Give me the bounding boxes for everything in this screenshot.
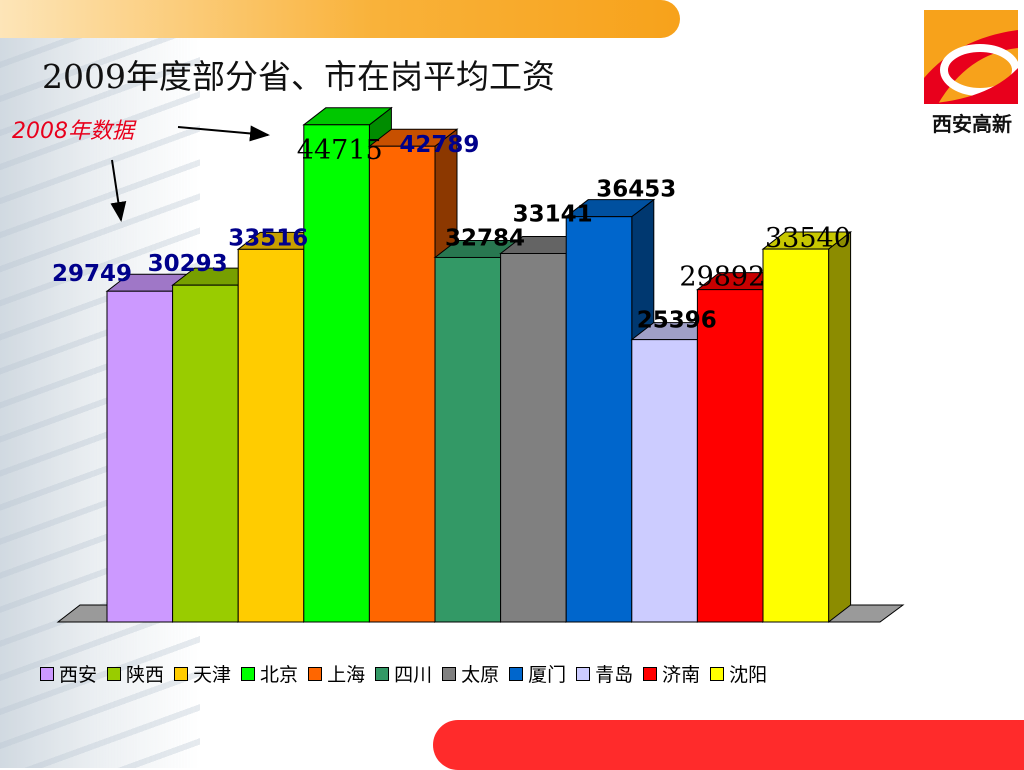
legend-label: 上海 xyxy=(327,664,366,686)
legend-label: 陕西 xyxy=(126,664,165,686)
legend-item-上海: 上海 xyxy=(308,660,365,687)
top-decor-band xyxy=(0,0,680,38)
bar-front xyxy=(762,248,830,623)
legend-swatch xyxy=(576,666,591,681)
legend-label: 厦门 xyxy=(528,664,567,686)
legend-label: 济南 xyxy=(662,664,701,686)
legend-item-厦门: 厦门 xyxy=(509,660,566,687)
bar-front xyxy=(696,289,764,623)
data-label-青岛: 25396 xyxy=(637,308,717,334)
legend-item-济南: 济南 xyxy=(643,660,700,687)
legend-item-沈阳: 沈阳 xyxy=(710,660,767,687)
legend-label: 青岛 xyxy=(595,664,634,686)
bar-front xyxy=(172,284,239,623)
legend-swatch xyxy=(710,666,725,681)
data-label-厦门: 36453 xyxy=(596,177,676,203)
legend-label: 西安 xyxy=(59,664,98,686)
legend-item-北京: 北京 xyxy=(241,660,298,687)
data-label-太原: 33141 xyxy=(513,201,593,227)
data-label-沈阳: 33540 xyxy=(765,223,851,254)
data-label-上海: 42789 xyxy=(399,132,479,158)
legend-swatch xyxy=(509,666,524,681)
legend-swatch xyxy=(107,666,122,681)
legend-swatch xyxy=(174,666,189,681)
legend-item-天津: 天津 xyxy=(174,660,231,687)
legend-label: 天津 xyxy=(193,664,232,686)
note-2008-data: 2008年数据 xyxy=(12,119,134,144)
data-label-陕西: 30293 xyxy=(148,251,228,277)
bar-沈阳 xyxy=(761,231,853,624)
legend-item-青岛: 青岛 xyxy=(576,660,633,687)
xian-gaoxin-logo-icon xyxy=(924,10,1020,104)
legend-swatch xyxy=(40,666,54,681)
legend-label: 太原 xyxy=(461,664,500,686)
bar-front xyxy=(303,124,370,623)
data-label-济南: 29892 xyxy=(679,262,765,293)
bar-front xyxy=(500,252,567,623)
note-arrow-right xyxy=(177,125,270,142)
bar-front xyxy=(631,339,698,623)
legend-swatch xyxy=(442,666,457,681)
legend-item-太原: 太原 xyxy=(442,660,499,687)
legend-label: 北京 xyxy=(260,664,299,686)
legend-item-西安: 西安 xyxy=(40,660,97,687)
bar-front xyxy=(434,256,502,623)
bar-front xyxy=(106,290,174,623)
page-title: 2009年度部分省、市在岗平均工资 xyxy=(42,57,555,96)
data-label-天津: 33516 xyxy=(228,225,308,251)
legend-label: 沈阳 xyxy=(729,664,768,686)
legend-label: 四川 xyxy=(394,664,433,686)
legend-swatch xyxy=(308,666,323,681)
legend-swatch xyxy=(241,666,256,681)
logo-text: 西安高新 xyxy=(932,112,1012,136)
legend-item-陕西: 陕西 xyxy=(107,660,164,687)
chart-legend: 西安 陕西 天津 北京 上海 四川 太原 厦门 青岛 济南 沈阳 xyxy=(40,660,940,687)
bar-front xyxy=(237,248,305,623)
note-arrow-down xyxy=(110,159,127,222)
data-label-北京: 44715 xyxy=(297,135,383,166)
legend-item-四川: 四川 xyxy=(375,660,432,687)
bar-front xyxy=(368,145,436,623)
bar-front xyxy=(565,216,633,623)
legend-swatch xyxy=(375,666,390,681)
bar-side xyxy=(828,231,852,624)
legend-swatch xyxy=(643,666,658,681)
bottom-decor-band xyxy=(433,720,1024,770)
data-label-四川: 32784 xyxy=(445,225,525,251)
data-label-西安: 29749 xyxy=(52,261,132,287)
